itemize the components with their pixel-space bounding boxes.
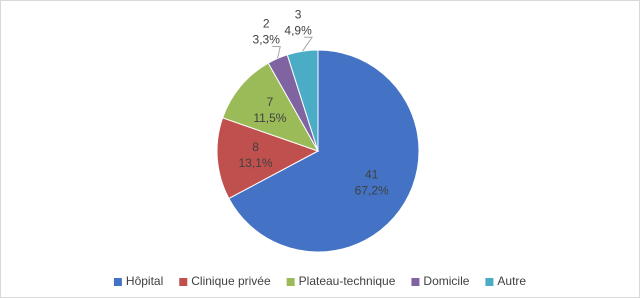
pie-slice <box>216 117 320 200</box>
legend-label: Autre <box>497 274 526 288</box>
pie-slice <box>221 62 320 152</box>
pie-slice <box>286 49 319 152</box>
data-label-value: 8 <box>252 140 259 154</box>
legend-swatch <box>286 278 295 286</box>
leader-line <box>302 36 314 52</box>
data-label-value: 41 <box>365 167 379 181</box>
leader-line <box>272 46 281 59</box>
data-label-percent: 4,9% <box>284 23 312 37</box>
data-label-percent: 3,3% <box>253 33 281 47</box>
legend: Hôpital Clinique privée Plateau-technique D… <box>113 274 526 288</box>
legend-label: Plateau-technique <box>299 274 396 288</box>
data-label-percent: 11,5% <box>253 111 286 125</box>
data-label-value: 3 <box>295 7 302 21</box>
legend-swatch <box>411 278 420 286</box>
legend-label: Hôpital <box>126 274 163 288</box>
legend-label: Clinique privée <box>191 274 271 288</box>
data-label-percent: 13,1% <box>239 156 273 170</box>
legend-label: Domicile <box>423 274 469 288</box>
legend-swatch <box>485 278 494 286</box>
pie-slice <box>228 49 420 253</box>
data-label-value: 2 <box>263 17 270 31</box>
legend-swatch <box>113 278 122 286</box>
data-label-value: 7 <box>267 95 274 109</box>
data-label-percent: 67,2% <box>355 183 389 197</box>
legend-swatch <box>179 278 188 286</box>
